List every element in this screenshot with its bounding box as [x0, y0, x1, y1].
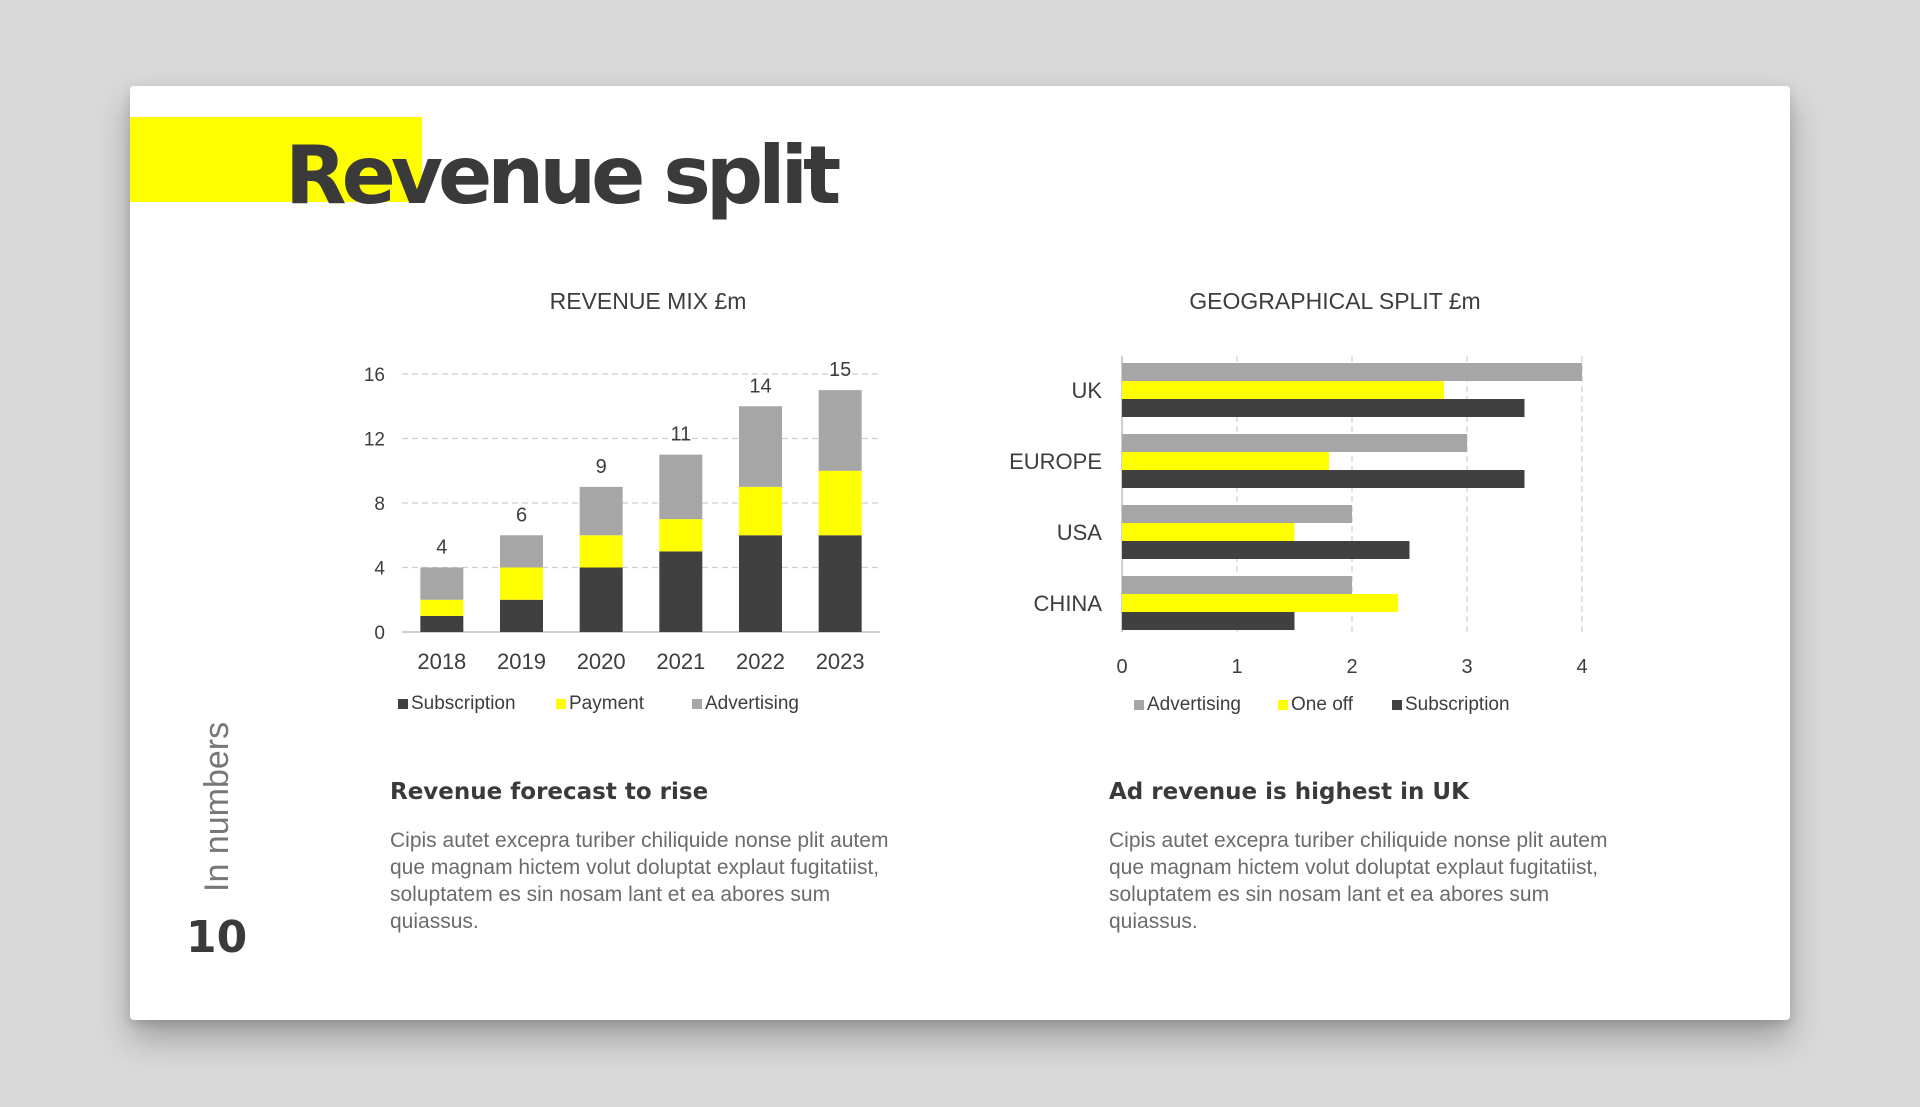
legend-swatch: [1392, 700, 1402, 710]
x-tick-label: 2021: [656, 649, 705, 674]
revenue-forecast-heading: Revenue forecast to rise: [390, 779, 709, 805]
x-tick-label: 1: [1231, 656, 1242, 678]
bar-segment-subscription: [739, 535, 782, 632]
legend-swatch: [398, 699, 408, 709]
geographical-split-title: GEOGRAPHICAL SPLIT £m: [1189, 288, 1480, 314]
ad-revenue-heading: Ad revenue is highest in UK: [1109, 779, 1469, 805]
bar-advertising: [1122, 505, 1352, 523]
category-label: USA: [1057, 520, 1103, 545]
x-tick-label: 0: [1116, 656, 1127, 678]
legend-swatch: [692, 699, 702, 709]
revenue-mix-gridlines: [402, 373, 880, 633]
bar-segment-payment: [500, 567, 543, 600]
x-tick-label: 4: [1576, 656, 1587, 678]
section-label: In numbers: [198, 721, 236, 892]
revenue-mix-legend: Subscription Payment Advertising: [398, 693, 799, 714]
legend-label: Payment: [569, 693, 645, 714]
slide-title: Revenue split: [285, 129, 841, 222]
y-tick-label: 0: [374, 623, 385, 644]
revenue-forecast-block: Revenue forecast to rise Cipis autet exc…: [390, 779, 910, 935]
bar-segment-subscription: [579, 567, 623, 632]
y-tick-label: 4: [374, 559, 385, 580]
bar-segment-payment: [659, 519, 703, 552]
bar-one-off: [1122, 523, 1295, 541]
legend-swatch: [1278, 700, 1288, 710]
category-label: EUROPE: [1009, 449, 1102, 474]
bar-segment-payment: [818, 470, 862, 536]
bar-segment-payment: [739, 486, 782, 536]
legend-swatch: [1134, 700, 1144, 710]
total-label: 15: [829, 359, 851, 381]
total-label: 6: [516, 504, 527, 526]
x-tick-label: 2: [1346, 656, 1357, 678]
bar-segment-payment: [420, 599, 464, 616]
geographical-split-legend: Advertising One off Subscription: [1134, 694, 1510, 715]
category-label: UK: [1071, 378, 1102, 403]
x-tick-label: 2019: [497, 649, 546, 674]
y-tick-label: 12: [364, 430, 385, 451]
bar-one-off: [1122, 381, 1444, 399]
bar-subscription: [1122, 541, 1410, 559]
bar-segment-subscription: [818, 535, 862, 632]
legend-label: One off: [1291, 694, 1354, 715]
revenue-mix-total-labels: 4 6 9 11 14 15: [436, 359, 851, 558]
ad-revenue-body: Cipis autet excepra turiber chiliquide n…: [1109, 829, 1608, 933]
x-tick-label: 2023: [816, 649, 865, 674]
bar-advertising: [1122, 576, 1352, 594]
bar-segment-advertising: [739, 406, 782, 487]
bar-segment-advertising: [659, 454, 703, 520]
revenue-mix-bars: [420, 390, 862, 632]
bar-segment-subscription: [500, 599, 543, 632]
bar-segment-advertising: [420, 567, 464, 600]
bar-advertising: [1122, 363, 1582, 381]
bar-segment-advertising: [579, 486, 623, 536]
legend-label: Subscription: [1405, 694, 1510, 715]
bar-segment-advertising: [500, 535, 543, 568]
y-tick-label: 16: [364, 365, 385, 386]
legend-label: Advertising: [1147, 694, 1241, 715]
ad-revenue-block: Ad revenue is highest in UK Cipis autet …: [1109, 779, 1629, 935]
total-label: 11: [670, 424, 691, 446]
bar-segment-subscription: [659, 551, 703, 632]
bar-advertising: [1122, 434, 1467, 452]
bar-subscription: [1122, 399, 1525, 417]
geographical-split-chart: GEOGRAPHICAL SPLIT £m UK EUROPE USA CHINA 0…: [1009, 288, 1587, 715]
bar-subscription: [1122, 470, 1525, 488]
title-accent-bar: [130, 117, 422, 202]
bar-one-off: [1122, 594, 1398, 612]
x-tick-label: 2020: [577, 649, 626, 674]
legend-label: Subscription: [411, 693, 516, 714]
legend-label: Advertising: [705, 693, 799, 714]
revenue-forecast-body: Cipis autet excepra turiber chiliquide n…: [390, 829, 889, 933]
total-label: 4: [436, 537, 447, 559]
total-label: 14: [749, 375, 771, 397]
revenue-mix-y-axis: 0 4 8 12 16: [364, 365, 386, 644]
bar-subscription: [1122, 612, 1295, 630]
x-tick-label: 3: [1461, 656, 1472, 678]
revenue-mix-title: REVENUE MIX £m: [550, 288, 747, 314]
bar-one-off: [1122, 452, 1329, 470]
total-label: 9: [596, 456, 607, 478]
bar-segment-subscription: [420, 615, 464, 632]
page-number: 10: [186, 912, 248, 963]
y-tick-label: 8: [374, 494, 385, 515]
bar-segment-advertising: [818, 390, 862, 471]
category-label: CHINA: [1034, 591, 1103, 616]
geographical-split-bars: [1122, 363, 1582, 630]
x-tick-label: 2022: [736, 649, 785, 674]
geographical-split-value-axis: 0 1 2 3 4: [1116, 656, 1587, 678]
revenue-mix-x-axis: 2018 2019 2020 2021 2022 2023: [417, 649, 864, 674]
geographical-split-category-axis: UK EUROPE USA CHINA: [1009, 378, 1102, 616]
x-tick-label: 2018: [417, 649, 466, 674]
legend-swatch: [556, 699, 566, 709]
bar-segment-payment: [579, 535, 623, 568]
